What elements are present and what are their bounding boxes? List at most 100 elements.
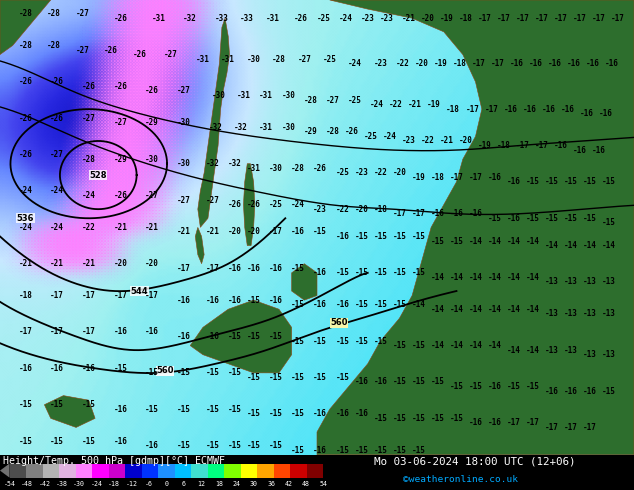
- Text: -15: -15: [373, 337, 387, 345]
- Text: -17: -17: [564, 423, 578, 432]
- Text: -17: -17: [465, 105, 479, 114]
- Text: -27: -27: [205, 196, 219, 205]
- Text: -15: -15: [373, 300, 387, 309]
- Text: -15: -15: [228, 332, 242, 341]
- Text: -14: -14: [507, 273, 521, 282]
- Text: -14: -14: [430, 305, 444, 314]
- Text: -29: -29: [145, 118, 159, 127]
- Text: -48: -48: [21, 481, 33, 487]
- Bar: [125, 464, 141, 478]
- Text: -15: -15: [247, 332, 261, 341]
- Text: -24: -24: [383, 132, 397, 141]
- Text: -16: -16: [529, 59, 543, 68]
- Text: -16: -16: [113, 437, 127, 445]
- Text: -16: -16: [450, 209, 463, 218]
- Text: -28: -28: [82, 155, 96, 164]
- Text: -14: -14: [507, 305, 521, 314]
- Text: -26: -26: [104, 46, 118, 54]
- Text: -15: -15: [507, 382, 521, 391]
- Text: -16: -16: [554, 141, 568, 150]
- Text: -30: -30: [74, 481, 85, 487]
- Text: -14: -14: [564, 241, 578, 250]
- Text: -29: -29: [304, 127, 318, 136]
- Text: -13: -13: [545, 309, 559, 318]
- Text: -22: -22: [389, 100, 403, 109]
- Text: -16: -16: [507, 177, 521, 186]
- Text: -15: -15: [392, 377, 406, 387]
- Text: -15: -15: [545, 214, 559, 223]
- Text: -19: -19: [434, 59, 448, 68]
- Text: -15: -15: [392, 446, 406, 455]
- Text: -15: -15: [526, 214, 540, 223]
- Text: -15: -15: [205, 368, 219, 377]
- Bar: [92, 464, 108, 478]
- Text: -25: -25: [364, 132, 378, 141]
- Text: -15: -15: [354, 337, 368, 345]
- Text: -18: -18: [430, 173, 444, 182]
- Text: -24: -24: [18, 223, 32, 232]
- Text: 24: 24: [232, 481, 240, 487]
- Text: -16: -16: [313, 269, 327, 277]
- Text: -21: -21: [113, 223, 127, 232]
- Text: -22: -22: [421, 136, 435, 146]
- Bar: [26, 464, 42, 478]
- Text: -16: -16: [592, 146, 606, 154]
- Text: -25: -25: [323, 54, 337, 64]
- Text: -16: -16: [291, 227, 305, 236]
- Text: -21: -21: [82, 259, 96, 268]
- Text: -17: -17: [491, 59, 505, 68]
- Text: -14: -14: [488, 341, 501, 350]
- Text: -15: -15: [354, 232, 368, 241]
- Text: -32: -32: [228, 159, 242, 168]
- Text: -20: -20: [392, 168, 406, 177]
- Text: -24: -24: [18, 187, 32, 196]
- Text: -16: -16: [313, 409, 327, 418]
- Text: -17: -17: [450, 173, 463, 182]
- Text: 18: 18: [215, 481, 223, 487]
- Text: -16: -16: [510, 59, 524, 68]
- Text: 544: 544: [131, 287, 148, 295]
- Text: -13: -13: [583, 309, 597, 318]
- Text: -18: -18: [446, 105, 460, 114]
- Text: -16: -16: [583, 387, 597, 395]
- Text: -15: -15: [602, 387, 616, 395]
- Bar: [290, 464, 307, 478]
- Text: -15: -15: [392, 269, 406, 277]
- Text: -18: -18: [18, 291, 32, 300]
- Text: -23: -23: [373, 59, 387, 68]
- Text: -17: -17: [583, 423, 597, 432]
- Text: -26: -26: [247, 200, 261, 209]
- Text: -15: -15: [269, 409, 283, 418]
- Text: -18: -18: [108, 481, 120, 487]
- Polygon shape: [44, 395, 95, 427]
- Text: -27: -27: [164, 50, 178, 59]
- Text: -15: -15: [247, 441, 261, 450]
- Text: -14: -14: [430, 273, 444, 282]
- Text: -20: -20: [228, 227, 242, 236]
- Text: -16: -16: [522, 105, 536, 114]
- Text: -17: -17: [82, 327, 96, 337]
- Text: -31: -31: [266, 14, 280, 23]
- Text: -16: -16: [598, 109, 612, 118]
- Text: Mo 03-06-2024 18:00 UTC (12+06): Mo 03-06-2024 18:00 UTC (12+06): [374, 457, 576, 466]
- Text: -15: -15: [177, 441, 191, 450]
- Text: -13: -13: [564, 309, 578, 318]
- Text: -14: -14: [602, 241, 616, 250]
- Bar: [241, 464, 257, 478]
- Text: -16: -16: [488, 173, 501, 182]
- Text: -16: -16: [177, 332, 191, 341]
- Text: -21: -21: [145, 223, 159, 232]
- Text: -27: -27: [50, 150, 64, 159]
- Text: -24: -24: [82, 191, 96, 200]
- Text: -32: -32: [234, 123, 248, 132]
- Text: -16: -16: [586, 59, 600, 68]
- Text: -20: -20: [459, 136, 473, 146]
- Text: -15: -15: [247, 295, 261, 305]
- Text: -24: -24: [370, 100, 384, 109]
- Text: -27: -27: [326, 96, 340, 104]
- Bar: [208, 464, 224, 478]
- Text: -26: -26: [345, 127, 359, 136]
- Text: -16: -16: [354, 377, 368, 387]
- Text: -15: -15: [411, 341, 425, 350]
- Text: -31: -31: [237, 91, 251, 100]
